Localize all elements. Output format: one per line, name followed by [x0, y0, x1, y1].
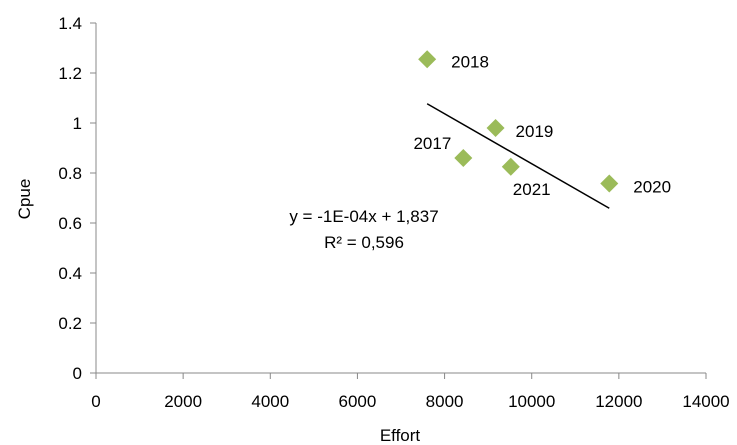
- trendline-equation: y = -1E-04x + 1,837: [289, 207, 438, 226]
- trendline: [426, 103, 610, 209]
- x-ticks: 0 2000 4000 6000 8000 10000 12000 14000: [91, 373, 730, 411]
- x-tick-label: 14000: [682, 392, 729, 411]
- data-point-2021: [501, 157, 520, 176]
- data-points: [418, 50, 619, 193]
- x-tick-label: 4000: [251, 392, 289, 411]
- y-tick-label: 0.2: [58, 314, 82, 333]
- trendline-r-squared: R² = 0,596: [324, 233, 404, 252]
- axes: [95, 23, 706, 374]
- y-tick-label: 1.4: [58, 14, 82, 33]
- point-label-2019: 2019: [516, 122, 554, 141]
- point-label-2021: 2021: [513, 180, 551, 199]
- x-tick-label: 12000: [595, 392, 642, 411]
- y-tick-label: 0.4: [58, 264, 82, 283]
- data-point-2019: [486, 119, 505, 137]
- data-point-2018: [418, 50, 437, 69]
- data-point-2017: [454, 149, 473, 167]
- x-tick-label: 6000: [339, 392, 377, 411]
- point-labels: 2017 2018 2019 2020 2021: [413, 52, 671, 199]
- point-label-2017: 2017: [413, 134, 451, 153]
- y-tick-label: 0.8: [58, 164, 82, 183]
- x-tick-label: 0: [91, 392, 100, 411]
- point-label-2018: 2018: [451, 52, 489, 71]
- y-axis-title: Cpue: [15, 179, 34, 220]
- y-tick-label: 0.6: [58, 214, 82, 233]
- point-label-2020: 2020: [633, 178, 671, 197]
- x-tick-label: 8000: [426, 392, 464, 411]
- y-tick-label: 1: [73, 114, 82, 133]
- x-axis-title: Effort: [380, 426, 421, 445]
- y-tick-label: 0: [73, 364, 82, 383]
- y-ticks: 0 0.2 0.4 0.6 0.8 1 1.2 1.4: [58, 14, 96, 383]
- x-tick-label: 2000: [164, 392, 202, 411]
- data-point-2020: [600, 174, 619, 193]
- y-tick-label: 1.2: [58, 64, 82, 83]
- x-tick-label: 10000: [508, 392, 555, 411]
